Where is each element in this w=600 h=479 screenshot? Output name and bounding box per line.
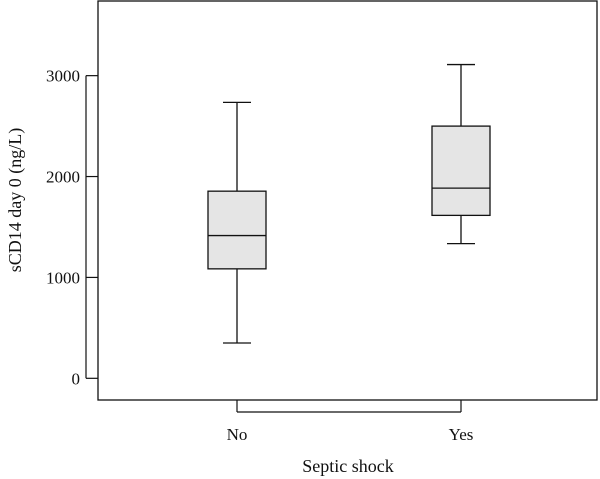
box-yes <box>431 63 491 245</box>
y-tick-label: 2000 <box>46 168 80 187</box>
boxes <box>207 63 491 344</box>
y-tick-label: 1000 <box>46 268 80 287</box>
x-axis-title: Septic shock <box>302 456 394 476</box>
plot-frame <box>97 0 598 401</box>
x-tick-label: Yes <box>449 425 474 444</box>
y-axis-title: sCD14 day 0 (ng/L) <box>5 128 26 272</box>
iqr-box <box>431 125 491 217</box>
y-tick-label: 0 <box>72 369 81 388</box>
iqr-box <box>207 190 267 270</box>
x-tick-label: No <box>227 425 248 444</box>
x-axis: No Yes <box>227 400 474 444</box>
y-axis: 0 1000 2000 3000 <box>46 67 98 388</box>
box-no <box>207 101 267 344</box>
y-tick-label: 3000 <box>46 67 80 86</box>
